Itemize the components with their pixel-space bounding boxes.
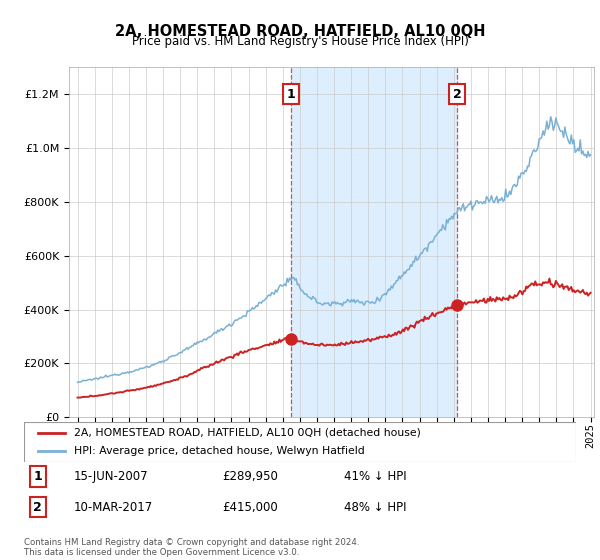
Text: 10-MAR-2017: 10-MAR-2017: [74, 501, 153, 514]
Text: 2: 2: [34, 501, 42, 514]
Text: £289,950: £289,950: [223, 470, 278, 483]
Text: 48% ↓ HPI: 48% ↓ HPI: [344, 501, 407, 514]
Text: Price paid vs. HM Land Registry's House Price Index (HPI): Price paid vs. HM Land Registry's House …: [131, 35, 469, 48]
Text: 1: 1: [286, 87, 295, 101]
Text: 2: 2: [452, 87, 461, 101]
Text: 15-JUN-2007: 15-JUN-2007: [74, 470, 148, 483]
Text: 41% ↓ HPI: 41% ↓ HPI: [344, 470, 407, 483]
Text: Contains HM Land Registry data © Crown copyright and database right 2024.
This d: Contains HM Land Registry data © Crown c…: [24, 538, 359, 557]
Text: HPI: Average price, detached house, Welwyn Hatfield: HPI: Average price, detached house, Welw…: [74, 446, 364, 456]
Text: £415,000: £415,000: [223, 501, 278, 514]
Text: 2A, HOMESTEAD ROAD, HATFIELD, AL10 0QH: 2A, HOMESTEAD ROAD, HATFIELD, AL10 0QH: [115, 24, 485, 39]
Bar: [290, 67, 457, 417]
Text: 1: 1: [34, 470, 42, 483]
Text: 2A, HOMESTEAD ROAD, HATFIELD, AL10 0QH (detached house): 2A, HOMESTEAD ROAD, HATFIELD, AL10 0QH (…: [74, 428, 421, 437]
FancyBboxPatch shape: [24, 422, 576, 462]
